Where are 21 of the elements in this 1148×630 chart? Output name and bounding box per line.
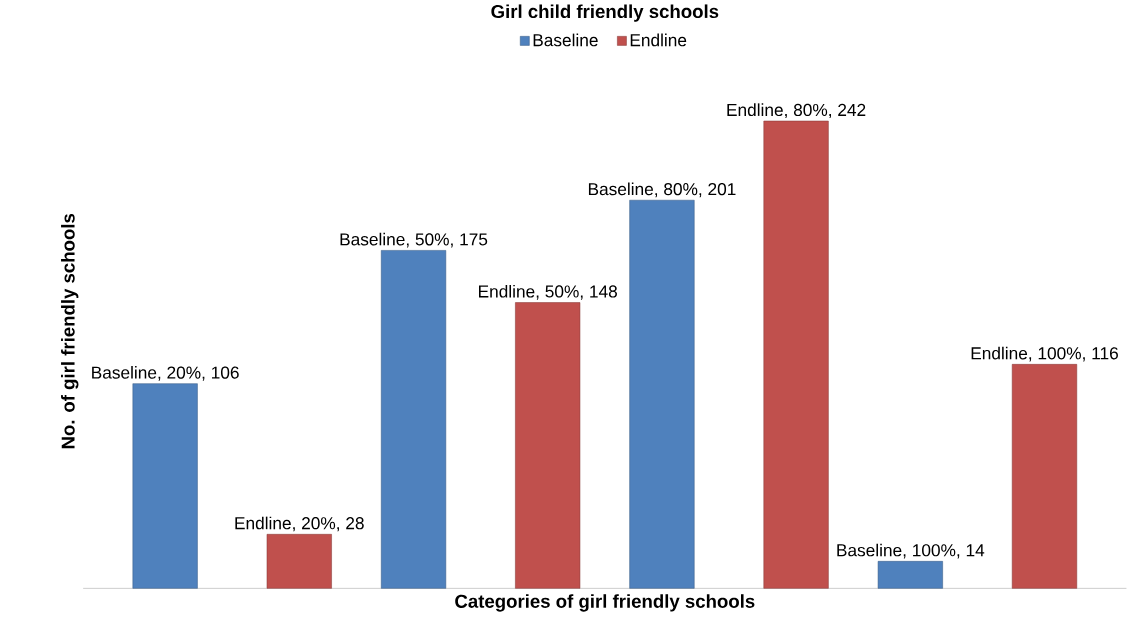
- bar: [266, 534, 332, 589]
- bar: [763, 120, 829, 589]
- data-label: Baseline, 80%, 201: [588, 182, 736, 198]
- data-label: Endline, 20%, 28: [235, 516, 364, 532]
- data-label: Baseline, 50%, 175: [340, 232, 488, 248]
- bar: [132, 383, 198, 589]
- bar: [1011, 364, 1078, 589]
- chart-title: Girl child friendly schools: [491, 4, 719, 22]
- data-label: Baseline, 100%, 14: [837, 543, 985, 559]
- legend-label: Baseline: [533, 33, 598, 47]
- data-label: Endline, 50%, 148: [479, 284, 617, 300]
- x-axis-title: Categories of girl friendly schools: [455, 594, 755, 612]
- bar: [380, 250, 447, 589]
- bar: [515, 302, 581, 589]
- bar: [877, 561, 943, 589]
- data-label: Baseline, 20%, 106: [92, 366, 239, 381]
- data-label: Endline, 80%, 242: [727, 103, 866, 119]
- y-axis-title: No. of girl friendly schools: [61, 213, 79, 449]
- bar: [629, 199, 695, 589]
- data-label: Endline, 100%, 116: [971, 346, 1118, 362]
- legend-label: Endline: [630, 33, 687, 47]
